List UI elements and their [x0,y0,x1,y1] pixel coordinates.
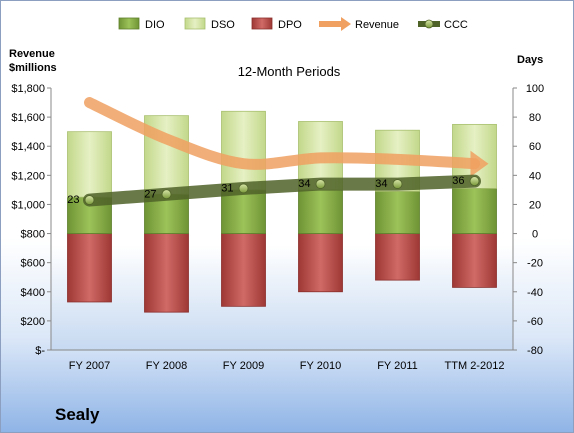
ccc-point [469,176,480,187]
bar-dio [375,190,420,234]
legend-swatch-ccc-dot [424,19,434,29]
ccc-series: 23 27 31 34 34 36 [67,174,481,207]
plot-area [51,88,513,350]
bar-dio [221,189,266,234]
ccc-data-label: 34 [298,178,310,190]
bar-dpo [452,233,497,288]
right-tick-label: 40 [529,170,541,182]
right-tick-label: 0 [532,229,538,241]
legend-label-ccc: CCC [444,19,468,31]
right-tick-label: -60 [527,316,543,328]
right-axis-label: Days [517,54,543,66]
revenue-arrowhead [470,150,489,177]
legend: DIO DSO DPO Revenue CCC [118,17,468,31]
ccc-data-label: 34 [375,178,387,190]
right-tick-label: -20 [527,258,543,270]
ccc-point [238,183,249,194]
ccc-data-label: 27 [144,188,156,200]
x-tick-label: FY 2010 [300,360,341,372]
legend-swatch-revenue-head [341,17,351,31]
left-tick-label: $200 [21,316,45,328]
legend-swatch-dpo [251,17,273,30]
x-axis-ticks: FY 2007 FY 2008 FY 2009 FY 2010 FY 2011 TTM 2… [69,360,505,372]
right-tick-label: 60 [529,141,541,153]
ccc-data-label: 36 [452,175,464,187]
x-tick-label: FY 2008 [146,360,187,372]
chart-title: 12-Month Periods [238,64,341,79]
x-tick-label: TTM 2-2012 [445,360,505,372]
left-axis-label-line1: Revenue [9,48,55,60]
ccc-point [392,179,403,189]
bar-dio [452,188,497,234]
bar-dpo [221,233,266,307]
legend-label-dio: DIO [145,19,165,31]
left-tick-label: $1,400 [11,141,45,153]
legend-label-dpo: DPO [278,19,302,31]
left-axis-label-line2: $millions [9,62,57,74]
x-tick-label: FY 2011 [377,360,418,372]
ccc-point [161,189,172,200]
legend-swatch-dso [184,17,206,30]
left-tick-label: $1,000 [11,199,45,211]
left-tick-label: $1,600 [11,112,45,124]
bar-dpo [298,233,343,293]
left-axis-ticks: $1,800 $1,600 $1,400 $1,200 $1,000 $800 $600 $4… [11,83,51,357]
ccc-point [315,179,326,189]
right-tick-label: -80 [527,345,543,357]
ccc-line [83,174,481,207]
bar-dso [67,131,112,198]
left-tick-label: $- [35,345,45,357]
right-tick-label: 20 [529,199,541,211]
revenue-line [84,97,480,170]
bar-dpo [67,233,112,303]
left-tick-label: $600 [21,258,45,270]
revenue-series [84,97,489,177]
right-axis-ticks: 100 80 60 40 20 0 -20 -40 -60 -80 [513,83,544,357]
right-tick-label: 100 [526,83,544,95]
left-tick-label: $400 [21,287,45,299]
x-tick-label: FY 2007 [69,360,110,372]
bar-dio [298,189,343,234]
left-tick-label: $800 [21,229,45,241]
company-name: Sealy [55,405,100,424]
legend-label-dso: DSO [211,19,235,31]
left-tick-label: $1,200 [11,170,45,182]
legend-swatch-dio [118,17,140,30]
ccc-point [84,195,95,205]
bar-dso [221,110,266,191]
x-tick-label: FY 2009 [223,360,264,372]
bar-dpo [375,233,420,281]
right-tick-label: 80 [529,112,541,124]
right-tick-label: -40 [527,287,543,299]
ccc-data-label: 31 [221,182,233,194]
bar-dio [144,193,189,234]
left-tick-label: $1,800 [11,83,45,95]
ccc-data-label: 23 [67,194,79,206]
bar-dpo [144,233,189,313]
legend-label-revenue: Revenue [355,19,399,31]
